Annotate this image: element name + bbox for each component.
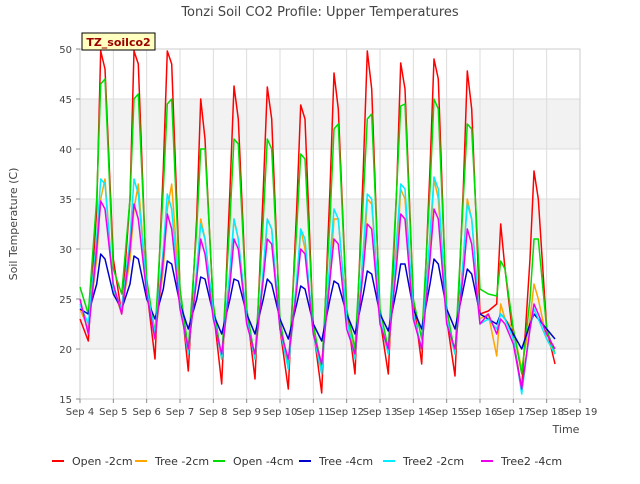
x-tick-label: Sep 7 (166, 407, 194, 418)
x-tick-label: Sep 19 (563, 407, 598, 418)
x-tick-label: Sep 9 (232, 407, 260, 418)
x-axis-label: Time (552, 423, 580, 436)
legend-item-label: Tree2 -4cm (500, 455, 562, 468)
background-band (80, 99, 580, 149)
x-tick-label: Sep 10 (263, 407, 298, 418)
x-tick-label: Sep 6 (132, 407, 160, 418)
series-line-tree-4cm (79, 253, 556, 350)
y-tick-label: 25 (59, 295, 72, 306)
y-tick-label: 45 (59, 95, 72, 106)
x-tick-label: Sep 11 (296, 407, 331, 418)
legend-item-label: Open -2cm (72, 455, 133, 468)
x-tick-label: Sep 18 (529, 407, 564, 418)
y-axis-label: Soil Temperature (C) (7, 168, 20, 281)
legend-item-label: Tree -4cm (318, 455, 373, 468)
y-tick-label: 15 (59, 395, 72, 406)
x-tick-label: Sep 13 (363, 407, 398, 418)
legend-item-label: Tree2 -2cm (402, 455, 464, 468)
plot-frame (79, 48, 581, 400)
series-lines (79, 50, 556, 395)
x-tick-label: Sep 8 (199, 407, 227, 418)
y-tick-label: 40 (59, 145, 72, 156)
x-axis-ticks: Sep 4 Sep 5 Sep 6 Sep 7 Sep 8 Sep 9 Sep 10Sep … (66, 399, 598, 418)
y-tick-label: 50 (59, 45, 72, 56)
site-label: TZ_soilco2 (86, 36, 150, 49)
legend-item-label: Tree -2cm (154, 455, 209, 468)
x-tick-label: Sep 12 (329, 407, 364, 418)
legend: Open -2cm Tree -2cm Open -4cm Tree -4cm Tree… (52, 455, 562, 468)
x-tick-label: Sep 17 (496, 407, 531, 418)
x-tick-label: Sep 5 (99, 407, 127, 418)
y-tick-label: 20 (59, 345, 72, 356)
x-tick-label: Sep 15 (429, 407, 464, 418)
legend-item-label: Open -4cm (233, 455, 294, 468)
series-line-tree2-4cm (79, 200, 556, 390)
y-axis-ticks: 15 20 25 30 35 40 45 50 (59, 45, 80, 406)
x-tick-label: Sep 14 (396, 407, 431, 418)
chart-title: Tonzi Soil CO2 Profile: Upper Temperatur… (180, 5, 459, 20)
x-tick-label: Sep 16 (463, 407, 498, 418)
series-line-tree2-2cm (79, 176, 556, 395)
x-tick-label: Sep 4 (66, 407, 94, 418)
y-tick-label: 30 (59, 245, 72, 256)
y-tick-label: 35 (59, 195, 72, 206)
site-label-box: TZ_soilco2 (81, 32, 156, 51)
